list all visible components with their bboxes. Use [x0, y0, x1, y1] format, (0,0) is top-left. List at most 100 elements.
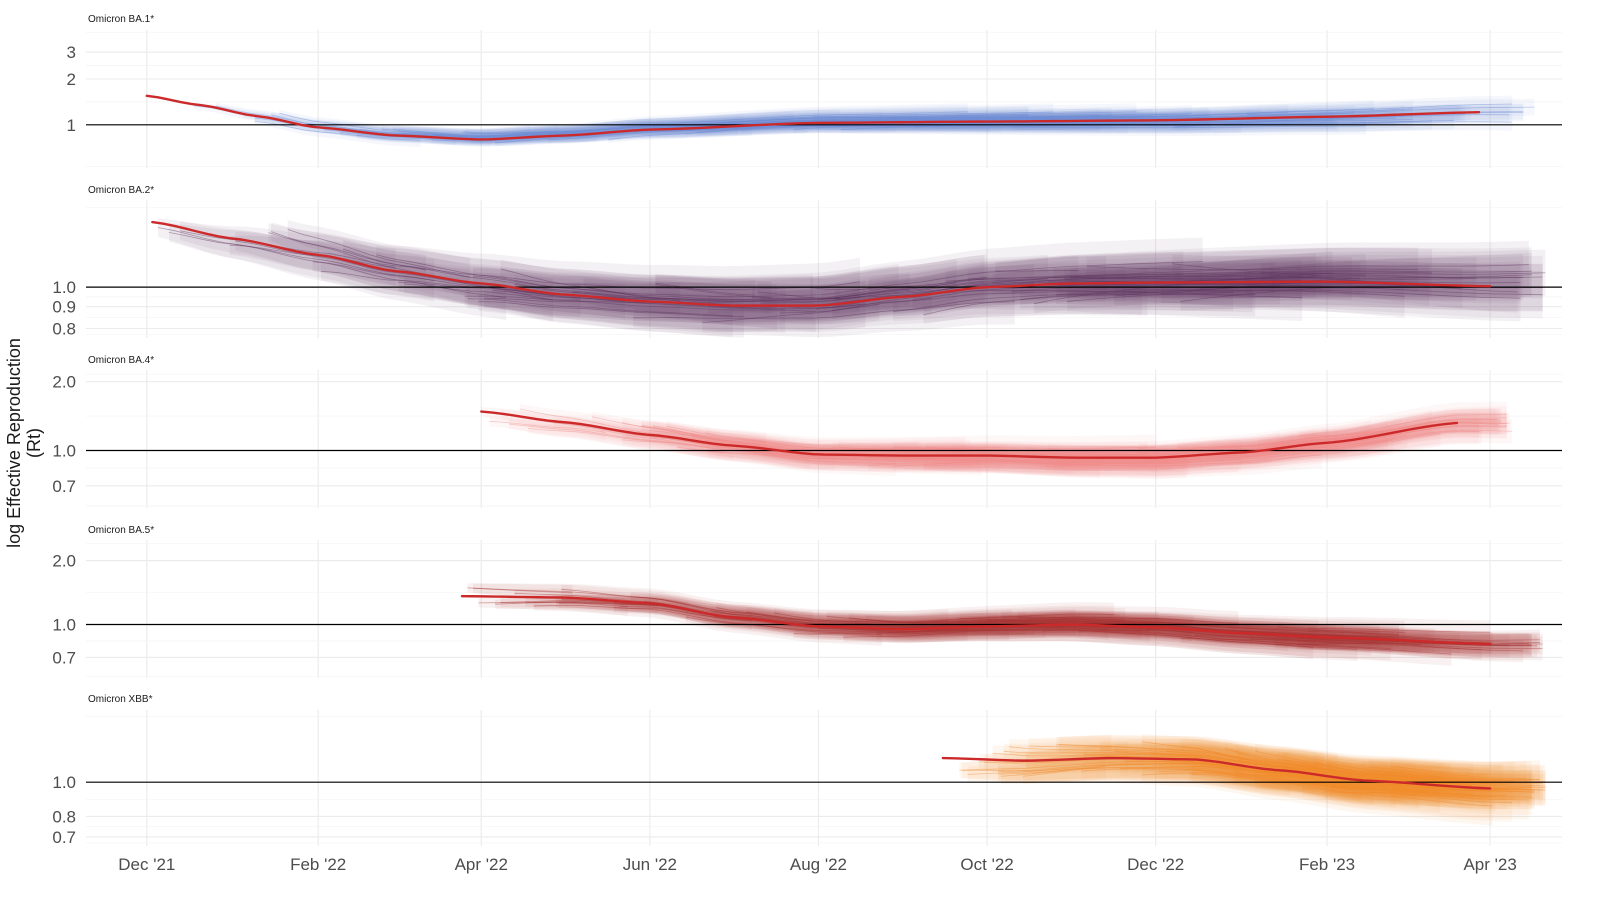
ensemble-line: [1274, 432, 1375, 446]
ensemble-ribbon: [644, 596, 1391, 661]
ensemble-ribbon: [1172, 254, 1322, 294]
ensemble-line: [821, 289, 1303, 300]
ensemble-line: [1166, 750, 1250, 765]
y-axis-title: log Effective Reproduction(Rt): [4, 338, 44, 548]
ensemble-ribbon: [870, 445, 1087, 472]
panel-omicron-ba-1: Omicron BA.1* 1 2 3: [67, 14, 1562, 168]
ensemble-line: [1058, 744, 1540, 781]
ensemble-line: [641, 425, 1189, 465]
ensemble-line: [876, 627, 1109, 635]
ensemble-line: [638, 119, 1336, 126]
ensemble-ribbon: [710, 605, 1358, 662]
ensemble-ribbon: [782, 615, 1082, 639]
ensemble-line: [901, 431, 1482, 461]
ensemble-ribbon: [1313, 754, 1546, 805]
ensemble-ribbon: [1368, 759, 1502, 794]
ensemble-ribbon: [555, 596, 689, 619]
ensemble-ribbon: [1003, 614, 1336, 646]
ensemble-line: [835, 283, 1035, 300]
ensemble-line: [998, 763, 1364, 784]
ensemble-ribbon: [500, 259, 1148, 330]
ensemble-line: [434, 119, 883, 139]
ensemble-line: [1169, 760, 1319, 781]
ensemble-line: [1139, 430, 1372, 450]
y-tick-label: 3: [67, 43, 76, 62]
ensemble-ribbon: [179, 221, 860, 314]
ensemble-line: [553, 422, 1001, 459]
ensemble-ribbon: [495, 105, 1192, 147]
ensemble-ribbon: [832, 282, 932, 320]
ensemble-line: [268, 232, 1048, 303]
ensemble-line: [912, 282, 1543, 301]
x-tick-label: Jun '22: [623, 855, 677, 874]
ensemble-ribbon: [707, 420, 1388, 471]
ensemble-line: [906, 112, 1289, 121]
ensemble-ribbon: [519, 403, 836, 470]
ensemble-line: [1022, 766, 1106, 777]
ensemble-line: [945, 279, 1543, 296]
ensemble-line: [843, 626, 1192, 638]
y-tick-label: 1: [67, 116, 76, 135]
ensemble-line: [1280, 419, 1496, 445]
ensemble-line: [942, 626, 1076, 631]
ensemble-ribbon: [1025, 741, 1325, 790]
ensemble-ribbon: [705, 435, 1203, 472]
ensemble-ribbon: [1028, 734, 1112, 760]
ensemble-line: [215, 105, 532, 137]
ensemble-line: [1238, 440, 1388, 463]
ensemble-line: [812, 115, 1112, 118]
ensemble-ribbon: [528, 423, 1242, 476]
ensemble-line: [1122, 289, 1405, 297]
ensemble-ribbon: [254, 103, 968, 144]
ensemble-line: [1271, 638, 1422, 646]
y-axis-title-line: (Rt): [24, 428, 44, 458]
ensemble-line: [1053, 276, 1303, 281]
ensemble-ribbon: [467, 288, 733, 337]
ensemble-ribbon: [763, 446, 1112, 472]
ensemble-line: [1009, 746, 1259, 766]
x-tick-label: Dec '21: [118, 855, 175, 874]
ensemble-line: [1224, 748, 1325, 770]
ensemble-line: [622, 422, 1187, 467]
ensemble-ribbon: [696, 103, 1460, 136]
ensemble-line: [1235, 772, 1535, 792]
ensemble-ribbon: [649, 425, 965, 461]
ensemble-line: [533, 604, 883, 636]
trend-line: [941, 756, 1492, 790]
ensemble-line: [1260, 272, 1543, 279]
ensemble-ribbon: [193, 102, 559, 144]
ensemble-line: [948, 103, 1513, 119]
ensemble-line: [1028, 745, 1112, 748]
trend-line: [460, 594, 1492, 646]
ensemble-line: [757, 291, 841, 299]
ensemble-ribbon: [843, 616, 1192, 643]
ensemble-line: [376, 254, 957, 301]
ensemble-line: [893, 293, 1142, 313]
ensemble-ribbon: [945, 262, 1543, 319]
ensemble-ribbon: [1141, 761, 1441, 813]
ensemble-line: [1056, 744, 1339, 772]
ensemble-ribbon: [215, 102, 532, 144]
ensemble-ribbon: [168, 223, 435, 302]
ensemble-ribbon: [945, 106, 1510, 128]
ensemble-line: [1067, 291, 1234, 302]
ensemble-ribbon: [403, 274, 786, 333]
y-tick-label: 0.7: [52, 477, 76, 496]
ensemble-line: [312, 261, 778, 308]
ensemble-line: [591, 416, 1156, 449]
y-tick-label: 2.0: [52, 552, 76, 571]
ensemble-line: [1329, 786, 1496, 797]
ensemble-ribbon: [970, 616, 1253, 645]
ensemble-group: [157, 218, 1546, 338]
ensemble-ribbon: [691, 433, 1189, 471]
ensemble-line: [1255, 770, 1488, 791]
ensemble-line: [511, 114, 1209, 135]
ensemble-line: [1263, 430, 1397, 448]
ensemble-ribbon: [376, 245, 957, 323]
ensemble-line: [810, 287, 910, 291]
ensemble-ribbon: [923, 454, 1073, 475]
ensemble-line: [464, 295, 581, 301]
panel-title: Omicron BA.4*: [88, 355, 154, 366]
x-axis: Dec '21 Feb '22 Apr '22 Jun '22 Aug '22 Oct '…: [118, 855, 1517, 874]
